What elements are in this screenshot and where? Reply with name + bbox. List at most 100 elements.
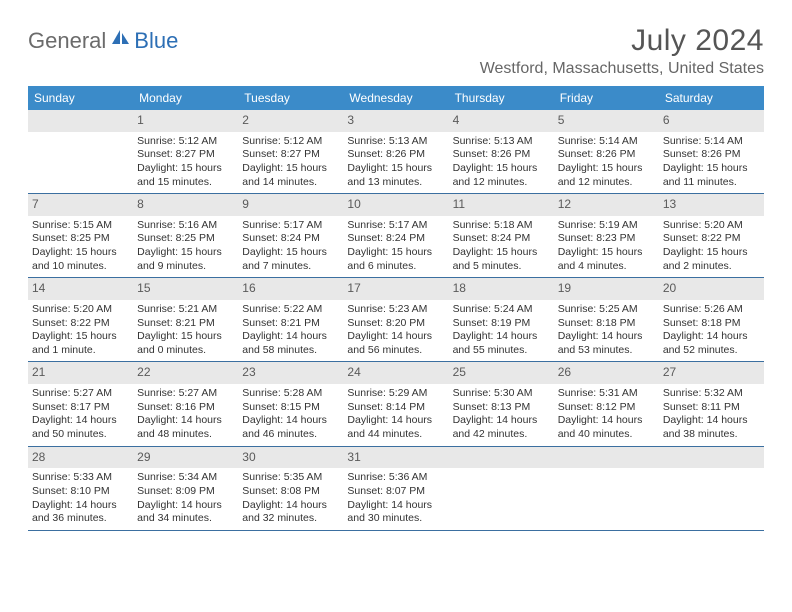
sunrise-text: Sunrise: 5:31 AM (558, 387, 655, 401)
daylight-text-2: and 10 minutes. (32, 260, 129, 274)
sunset-text: Sunset: 8:13 PM (453, 401, 550, 415)
sunrise-text: Sunrise: 5:23 AM (347, 303, 444, 317)
day-number (659, 447, 764, 469)
daylight-text-1: Daylight: 15 hours (558, 162, 655, 176)
sunrise-text: Sunrise: 5:16 AM (137, 219, 234, 233)
daylight-text-1: Daylight: 15 hours (558, 246, 655, 260)
sail-icon (110, 28, 132, 51)
sunset-text: Sunset: 8:25 PM (137, 232, 234, 246)
sunrise-text: Sunrise: 5:17 AM (242, 219, 339, 233)
day-cell: 10Sunrise: 5:17 AMSunset: 8:24 PMDayligh… (343, 194, 448, 277)
day-number: 14 (28, 278, 133, 300)
day-number: 18 (449, 278, 554, 300)
dow-monday: Monday (133, 86, 238, 110)
sunset-text: Sunset: 8:25 PM (32, 232, 129, 246)
day-number: 23 (238, 362, 343, 384)
daylight-text-1: Daylight: 15 hours (242, 246, 339, 260)
day-cell: 15Sunrise: 5:21 AMSunset: 8:21 PMDayligh… (133, 278, 238, 361)
dow-sunday: Sunday (28, 86, 133, 110)
daylight-text-2: and 42 minutes. (453, 428, 550, 442)
sunrise-text: Sunrise: 5:15 AM (32, 219, 129, 233)
weeks-container: 1Sunrise: 5:12 AMSunset: 8:27 PMDaylight… (28, 110, 764, 531)
day-number: 30 (238, 447, 343, 469)
week-row: 21Sunrise: 5:27 AMSunset: 8:17 PMDayligh… (28, 362, 764, 446)
sunrise-text: Sunrise: 5:14 AM (558, 135, 655, 149)
sunset-text: Sunset: 8:24 PM (242, 232, 339, 246)
daylight-text-2: and 50 minutes. (32, 428, 129, 442)
daylight-text-1: Daylight: 15 hours (347, 162, 444, 176)
week-row: 1Sunrise: 5:12 AMSunset: 8:27 PMDaylight… (28, 110, 764, 194)
day-number: 22 (133, 362, 238, 384)
sunset-text: Sunset: 8:24 PM (453, 232, 550, 246)
sunset-text: Sunset: 8:18 PM (663, 317, 760, 331)
daylight-text-1: Daylight: 14 hours (32, 499, 129, 513)
daylight-text-2: and 40 minutes. (558, 428, 655, 442)
day-number: 29 (133, 447, 238, 469)
day-cell (554, 447, 659, 530)
sunset-text: Sunset: 8:10 PM (32, 485, 129, 499)
daylight-text-1: Daylight: 14 hours (347, 414, 444, 428)
sunset-text: Sunset: 8:12 PM (558, 401, 655, 415)
sunrise-text: Sunrise: 5:13 AM (347, 135, 444, 149)
daylight-text-2: and 34 minutes. (137, 512, 234, 526)
week-row: 14Sunrise: 5:20 AMSunset: 8:22 PMDayligh… (28, 278, 764, 362)
sunrise-text: Sunrise: 5:17 AM (347, 219, 444, 233)
daylight-text-1: Daylight: 14 hours (347, 499, 444, 513)
daylight-text-1: Daylight: 15 hours (137, 162, 234, 176)
daylight-text-1: Daylight: 14 hours (453, 414, 550, 428)
sunset-text: Sunset: 8:26 PM (347, 148, 444, 162)
day-cell: 19Sunrise: 5:25 AMSunset: 8:18 PMDayligh… (554, 278, 659, 361)
day-cell: 3Sunrise: 5:13 AMSunset: 8:26 PMDaylight… (343, 110, 448, 193)
logo-text-general: General (28, 28, 106, 54)
day-cell: 18Sunrise: 5:24 AMSunset: 8:19 PMDayligh… (449, 278, 554, 361)
daylight-text-1: Daylight: 15 hours (453, 246, 550, 260)
daylight-text-2: and 48 minutes. (137, 428, 234, 442)
day-number: 31 (343, 447, 448, 469)
daylight-text-2: and 7 minutes. (242, 260, 339, 274)
daylight-text-2: and 11 minutes. (663, 176, 760, 190)
day-cell (659, 447, 764, 530)
day-number: 17 (343, 278, 448, 300)
daylight-text-1: Daylight: 15 hours (32, 330, 129, 344)
day-cell: 1Sunrise: 5:12 AMSunset: 8:27 PMDaylight… (133, 110, 238, 193)
sunset-text: Sunset: 8:23 PM (558, 232, 655, 246)
day-number: 11 (449, 194, 554, 216)
sunset-text: Sunset: 8:22 PM (32, 317, 129, 331)
day-number: 10 (343, 194, 448, 216)
sunset-text: Sunset: 8:16 PM (137, 401, 234, 415)
sunset-text: Sunset: 8:24 PM (347, 232, 444, 246)
day-number: 12 (554, 194, 659, 216)
sunrise-text: Sunrise: 5:36 AM (347, 471, 444, 485)
day-number: 16 (238, 278, 343, 300)
daylight-text-1: Daylight: 14 hours (453, 330, 550, 344)
daylight-text-1: Daylight: 14 hours (558, 330, 655, 344)
day-cell (449, 447, 554, 530)
daylight-text-2: and 12 minutes. (558, 176, 655, 190)
sunrise-text: Sunrise: 5:20 AM (663, 219, 760, 233)
day-number: 6 (659, 110, 764, 132)
sunset-text: Sunset: 8:26 PM (663, 148, 760, 162)
daylight-text-2: and 32 minutes. (242, 512, 339, 526)
daylight-text-1: Daylight: 14 hours (558, 414, 655, 428)
sunrise-text: Sunrise: 5:29 AM (347, 387, 444, 401)
day-number: 13 (659, 194, 764, 216)
daylight-text-1: Daylight: 15 hours (663, 162, 760, 176)
day-cell: 27Sunrise: 5:32 AMSunset: 8:11 PMDayligh… (659, 362, 764, 445)
day-number: 27 (659, 362, 764, 384)
day-number: 28 (28, 447, 133, 469)
calendar-page: General Blue July 2024 Westford, Massach… (0, 0, 792, 551)
week-row: 7Sunrise: 5:15 AMSunset: 8:25 PMDaylight… (28, 194, 764, 278)
sunrise-text: Sunrise: 5:20 AM (32, 303, 129, 317)
day-number: 5 (554, 110, 659, 132)
dow-thursday: Thursday (449, 86, 554, 110)
daylight-text-1: Daylight: 14 hours (242, 499, 339, 513)
day-number (28, 110, 133, 132)
daylight-text-1: Daylight: 15 hours (137, 246, 234, 260)
sunset-text: Sunset: 8:18 PM (558, 317, 655, 331)
dow-tuesday: Tuesday (238, 86, 343, 110)
sunset-text: Sunset: 8:27 PM (242, 148, 339, 162)
day-cell: 29Sunrise: 5:34 AMSunset: 8:09 PMDayligh… (133, 447, 238, 530)
daylight-text-1: Daylight: 15 hours (32, 246, 129, 260)
day-cell: 12Sunrise: 5:19 AMSunset: 8:23 PMDayligh… (554, 194, 659, 277)
sunrise-text: Sunrise: 5:14 AM (663, 135, 760, 149)
